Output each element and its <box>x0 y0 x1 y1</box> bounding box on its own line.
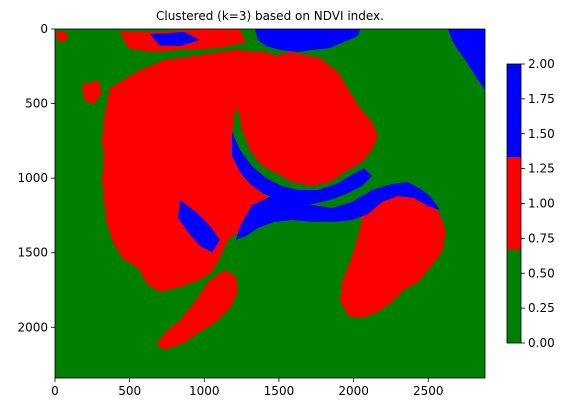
colorbar-tick-label: 0.50 <box>528 266 555 280</box>
colorbar-tick-label: 0.25 <box>528 301 555 315</box>
y-axis: 0 500 1000 1500 2000 <box>17 22 55 334</box>
chart-title: Clustered (k=3) based on NDVI index. <box>156 9 384 23</box>
colorbar-band <box>507 249 521 343</box>
cluster-2-region-left-edge <box>178 200 220 252</box>
cluster-1-region-bottom-arm <box>156 270 238 350</box>
colorbar: 0.00 0.25 0.50 0.75 1.00 1.25 1.50 1.75 2.00 <box>506 57 555 350</box>
colorbar-tick-label: 0.75 <box>528 231 555 245</box>
cluster-1-region-left-patch <box>82 80 102 104</box>
cluster-2-region-corner <box>448 29 485 90</box>
cluster-map <box>54 28 486 379</box>
y-tick-label: 2000 <box>17 320 48 334</box>
cluster-1-region-right-blob <box>340 186 446 318</box>
y-tick-label: 1500 <box>17 246 48 260</box>
x-tick-label: 0 <box>51 384 59 398</box>
x-tick-label: 1000 <box>189 384 220 398</box>
y-tick-label: 1000 <box>17 171 48 185</box>
cluster-2-region-top-right <box>255 29 360 52</box>
cluster-2-region-channel <box>236 182 440 240</box>
x-axis: 0 500 1000 1500 2000 2500 <box>51 378 444 398</box>
cluster-2-region-dome-edge <box>232 132 372 204</box>
cluster-1-region-top-left-speck <box>56 31 68 42</box>
x-tick-label: 1500 <box>264 384 295 398</box>
cluster-2-region-top-left <box>150 32 200 46</box>
colorbar-tick-label: 1.75 <box>528 92 555 106</box>
x-tick-label: 2000 <box>338 384 369 398</box>
x-tick-label: 2500 <box>413 384 444 398</box>
plot-frame <box>54 28 486 379</box>
x-tick-label: 500 <box>118 384 141 398</box>
cluster-1-region-left-arc <box>102 50 300 292</box>
colorbar-band <box>507 64 521 158</box>
colorbar-tick-label: 1.50 <box>528 127 555 141</box>
colorbar-tick-label: 2.00 <box>528 57 555 71</box>
y-tick-label: 0 <box>40 22 48 36</box>
colorbar-tick-label: 0.00 <box>528 336 555 350</box>
colorbar-tick-label: 1.00 <box>528 197 555 211</box>
cluster-1-region-upper-dome <box>236 52 378 186</box>
colorbar-band <box>507 157 521 250</box>
colorbar-tick-label: 1.25 <box>528 162 555 176</box>
y-tick-label: 500 <box>25 97 48 111</box>
